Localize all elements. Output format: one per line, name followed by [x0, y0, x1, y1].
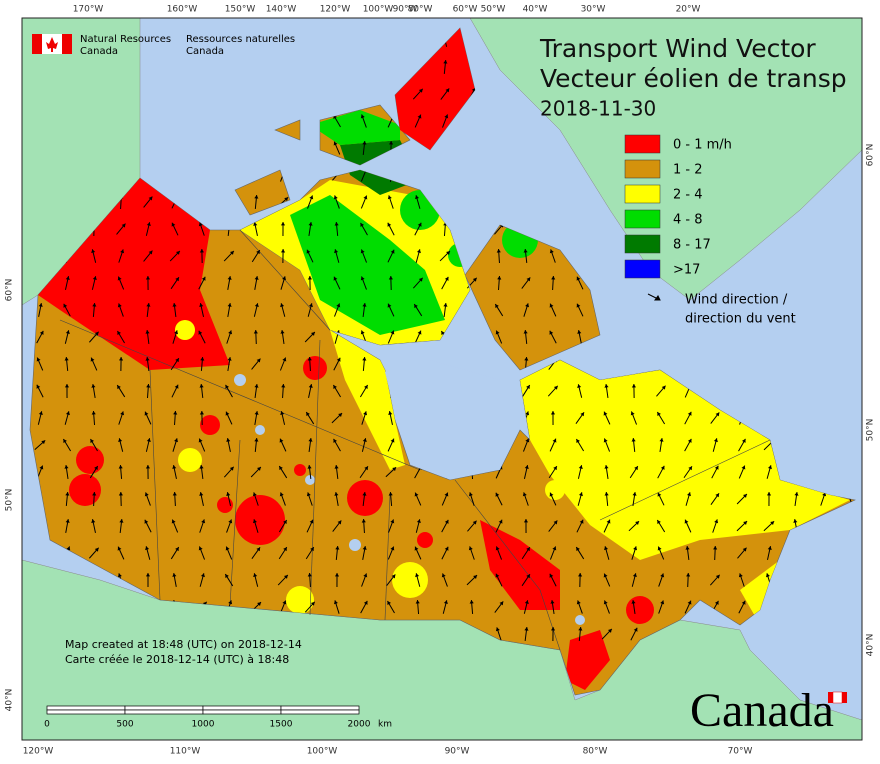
- legend-label: 2 - 4: [673, 188, 703, 203]
- lon-label: 20°W: [676, 5, 701, 15]
- lake: [305, 475, 315, 485]
- lon-label: 80°W: [583, 747, 608, 757]
- scale-label: 0: [44, 720, 50, 730]
- scale-segment: [203, 706, 281, 710]
- scale-segment: [281, 706, 359, 710]
- legend-label: direction du vent: [685, 312, 796, 327]
- lon-label: 30°W: [581, 5, 606, 15]
- zone: [235, 495, 285, 545]
- agency-en: Canada: [80, 46, 118, 57]
- legend-swatch: [625, 210, 660, 228]
- lon-label: 80°W: [408, 5, 433, 15]
- scale-label: 1500: [270, 720, 293, 730]
- legend-label: >17: [673, 263, 700, 278]
- lon-label: 100°W: [363, 5, 394, 15]
- zone: [294, 464, 306, 476]
- lon-label: 90°W: [445, 747, 470, 757]
- lat-label: 50°N: [5, 489, 15, 512]
- zone: [545, 480, 565, 500]
- zone: [178, 448, 202, 472]
- scale-label: 1000: [192, 720, 215, 730]
- scale-segment: [47, 706, 125, 710]
- zone: [175, 320, 195, 340]
- scale-segment: [203, 710, 281, 714]
- scale-label: 500: [116, 720, 133, 730]
- zone: [392, 562, 428, 598]
- legend-label: Wind direction /: [685, 293, 788, 308]
- lat-label: 60°N: [866, 144, 876, 167]
- wordmark: Canada: [690, 684, 834, 737]
- legend-swatch: [625, 185, 660, 203]
- lon-label: 110°W: [170, 747, 201, 757]
- agency-fr: Ressources naturelles: [186, 34, 295, 45]
- scale-segment: [125, 710, 203, 714]
- credit: Carte créée le 2018-12-14 (UTC) à 18:48: [65, 653, 289, 666]
- legend-label: 1 - 2: [673, 163, 703, 178]
- lat-label: 60°N: [5, 279, 15, 302]
- lon-label: 120°W: [23, 747, 54, 757]
- scale-segment: [281, 710, 359, 714]
- legend-swatch: [625, 235, 660, 253]
- zone: [347, 480, 383, 516]
- lon-label: 40°W: [523, 5, 548, 15]
- zone: [200, 415, 220, 435]
- title: Transport Wind Vector: [539, 34, 816, 63]
- date: 2018-11-30: [540, 97, 656, 121]
- flag: [32, 34, 72, 54]
- lon-label: 50°W: [481, 5, 506, 15]
- lake: [234, 374, 246, 386]
- credit: Map created at 18:48 (UTC) on 2018-12-14: [65, 638, 302, 651]
- agency-fr: Canada: [186, 46, 224, 57]
- scale-label: 2000: [348, 720, 371, 730]
- lat-label: 50°N: [866, 419, 876, 442]
- lat-label: 40°N: [5, 689, 15, 712]
- title: Vecteur éolien de transp: [540, 64, 847, 93]
- lake: [575, 615, 585, 625]
- lon-label: 70°W: [728, 747, 753, 757]
- lake: [349, 539, 361, 551]
- scale-segment: [125, 706, 203, 710]
- legend-label: 0 - 1 m/h: [673, 138, 732, 153]
- zone: [69, 474, 101, 506]
- wordmark-flag: [828, 692, 847, 703]
- zone: [626, 596, 654, 624]
- zone: [76, 446, 104, 474]
- legend-swatch: [625, 160, 660, 178]
- lon-label: 150°W: [225, 5, 256, 15]
- zone: [303, 356, 327, 380]
- legend-swatch: [625, 260, 660, 278]
- lake: [255, 425, 265, 435]
- lon-label: 160°W: [167, 5, 198, 15]
- lon-label: 140°W: [266, 5, 297, 15]
- legend-label: 8 - 17: [673, 238, 711, 253]
- legend-swatch: [625, 135, 660, 153]
- lon-label: 60°W: [453, 5, 478, 15]
- lat-label: 40°N: [866, 634, 876, 657]
- zone: [417, 532, 433, 548]
- scale-unit: km: [378, 720, 392, 730]
- lon-label: 170°W: [73, 5, 104, 15]
- agency-en: Natural Resources: [80, 34, 171, 45]
- lon-label: 120°W: [320, 5, 351, 15]
- map-body: [22, 18, 862, 740]
- zone: [286, 586, 314, 614]
- scale-segment: [47, 710, 125, 714]
- lon-label: 100°W: [307, 747, 338, 757]
- legend-label: 4 - 8: [673, 213, 703, 228]
